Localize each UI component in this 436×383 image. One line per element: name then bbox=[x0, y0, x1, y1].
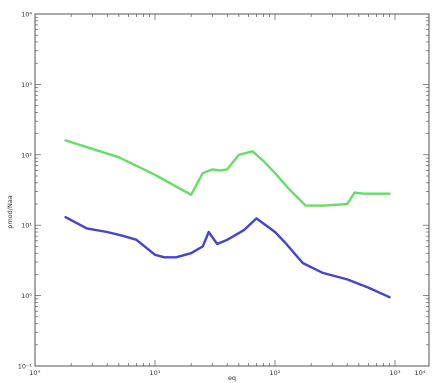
x-tick-label: 10³ bbox=[390, 369, 401, 377]
y-tick-label: 10⁻¹ bbox=[18, 363, 33, 371]
axis-ticks bbox=[34, 13, 429, 367]
y-tick-label: 10⁰ bbox=[21, 292, 32, 300]
x-tick-label: 10¹ bbox=[150, 369, 161, 377]
y-tick-label: 10⁴ bbox=[21, 11, 32, 19]
y-tick-label: 10³ bbox=[21, 81, 32, 89]
x-tick-labels: 10° 10¹ 10² 10³ 10⁴ bbox=[29, 369, 426, 377]
x-tick-label: 10² bbox=[270, 369, 281, 377]
plot-frame bbox=[34, 13, 430, 367]
y-axis-label: pmod/Naa bbox=[6, 195, 14, 229]
x-axis-label: eq bbox=[228, 374, 236, 382]
x-tick-label: 10° bbox=[29, 369, 41, 377]
series-line-1 bbox=[64, 139, 391, 207]
x-tick-label: 10⁴ bbox=[415, 369, 426, 377]
series-line-2 bbox=[64, 215, 391, 299]
y-tick-labels: 10⁻¹ 10⁰ 10¹ 10² 10³ 10⁴ bbox=[18, 11, 33, 371]
y-tick-label: 10¹ bbox=[21, 222, 32, 230]
series-lines bbox=[64, 139, 391, 299]
y-tick-label: 10² bbox=[21, 151, 32, 159]
